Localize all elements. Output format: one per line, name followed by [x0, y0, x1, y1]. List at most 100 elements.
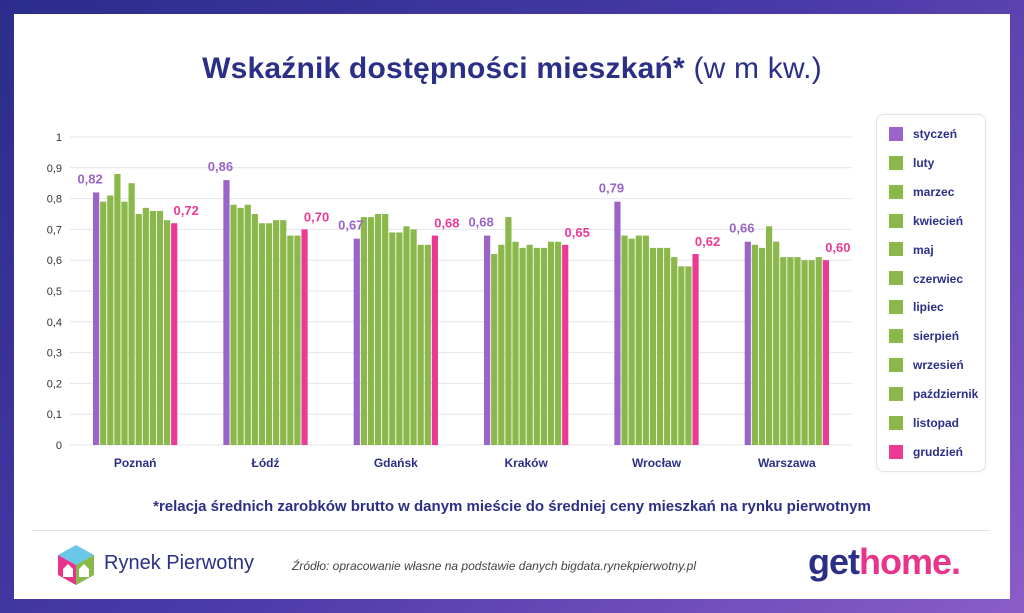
- data-label-first: 0,82: [77, 171, 102, 186]
- bar: [114, 173, 121, 445]
- y-tick-label: 0,6: [47, 255, 62, 267]
- bar: [555, 241, 562, 445]
- bar: [417, 244, 424, 445]
- legend-label: luty: [913, 155, 935, 170]
- bar: [547, 241, 555, 445]
- y-tick-label: 0,8: [47, 194, 62, 206]
- source-note: Źródło: opracowanie własne na podstawie …: [292, 559, 697, 573]
- data-label-last: 0,65: [565, 225, 590, 240]
- data-label-first: 0,79: [599, 181, 624, 196]
- legend-label: styczeń: [913, 126, 958, 141]
- y-tick-label: 0,7: [47, 224, 62, 236]
- data-label-last: 0,60: [825, 240, 850, 255]
- bar: [562, 244, 569, 445]
- bar: [287, 235, 294, 445]
- bar: [692, 254, 699, 445]
- legend-label: grudzień: [913, 444, 963, 459]
- bar: [171, 223, 178, 445]
- legend-item: listopad: [889, 415, 959, 430]
- bar: [758, 247, 766, 445]
- legend-item: sierpień: [889, 328, 959, 344]
- legend-swatch: [889, 329, 903, 344]
- legend-item: styczeń: [889, 126, 958, 141]
- bar: [649, 247, 657, 445]
- bar: [484, 235, 491, 445]
- gethome-logo-main: get: [808, 541, 860, 582]
- bar: [142, 207, 149, 445]
- legend-item: październik: [889, 386, 979, 401]
- bar: [519, 247, 526, 445]
- bar: [794, 257, 801, 445]
- y-tick-label: 0,4: [47, 317, 62, 329]
- bar: [128, 183, 135, 445]
- x-tick-label: Kraków: [504, 456, 548, 470]
- data-label-last: 0,70: [304, 209, 329, 224]
- legend-swatch: [889, 271, 903, 286]
- data-label-first: 0,86: [208, 159, 233, 174]
- y-tick-label: 0,3: [47, 348, 62, 360]
- y-tick-label: 0,1: [47, 409, 62, 421]
- footnote: *relacja średnich zarobków brutto w dany…: [153, 498, 871, 515]
- x-tick-label: Warszawa: [758, 456, 816, 470]
- bar: [656, 247, 664, 445]
- bar: [374, 214, 382, 445]
- bar: [223, 180, 230, 445]
- y-tick-label: 0,5: [47, 286, 62, 298]
- bar: [403, 226, 410, 445]
- legend-item: czerwiec: [889, 271, 964, 286]
- chart-title: Wskaźnik dostępności mieszkań* (w m kw.): [0, 52, 1024, 86]
- bar: [382, 214, 389, 445]
- bar: [787, 257, 794, 445]
- bar: [540, 247, 548, 445]
- bar: [512, 241, 519, 445]
- bar: [230, 204, 237, 445]
- bar: [780, 257, 787, 445]
- bar: [671, 257, 678, 445]
- bar: [107, 195, 114, 445]
- title-unit: (w m kw.): [693, 52, 822, 85]
- bar: [744, 241, 751, 445]
- bar: [135, 214, 142, 445]
- bar: [678, 266, 685, 445]
- divider: [32, 530, 990, 531]
- bar: [505, 217, 512, 445]
- bar: [273, 220, 280, 445]
- legend-label: maj: [913, 242, 934, 257]
- data-label-last: 0,62: [695, 234, 720, 249]
- legend-swatch: [889, 444, 903, 459]
- rynek-pierwotny-logo-text: Rynek Pierwotny: [104, 552, 255, 574]
- legend-label: kwiecień: [913, 213, 964, 228]
- bar: [801, 260, 808, 445]
- bar: [237, 207, 244, 445]
- bar: [244, 204, 251, 445]
- bar: [280, 220, 287, 445]
- bar: [265, 223, 273, 445]
- legend: styczeń luty marzec kwiecień maj czerwiec lipi…: [876, 114, 986, 472]
- legend-item: grudzień: [889, 444, 963, 459]
- legend-swatch: [889, 126, 903, 141]
- bar: [751, 244, 758, 445]
- data-label-last: 0,72: [174, 203, 199, 218]
- y-tick-label: 0,2: [47, 378, 62, 390]
- rynek-pierwotny-logo-icon: [58, 545, 94, 585]
- bar: [808, 260, 815, 445]
- legend-label: październik: [913, 386, 979, 401]
- bar: [396, 232, 403, 445]
- data-label-first: 0,66: [729, 221, 754, 236]
- bar: [149, 210, 157, 445]
- x-tick-label: Łódź: [252, 456, 280, 470]
- bar: [353, 238, 360, 445]
- legend-swatch: [889, 358, 903, 373]
- x-tick-label: Poznań: [114, 456, 157, 470]
- legend-item: maj: [889, 242, 934, 257]
- data-label-first: 0,67: [338, 218, 363, 233]
- legend-label: czerwiec: [913, 271, 964, 286]
- bar: [685, 266, 692, 445]
- bar: [614, 201, 621, 445]
- bar: [424, 244, 431, 445]
- bar: [100, 201, 107, 445]
- legend-swatch: [889, 213, 903, 228]
- bar: [621, 235, 628, 445]
- bar: [164, 220, 171, 445]
